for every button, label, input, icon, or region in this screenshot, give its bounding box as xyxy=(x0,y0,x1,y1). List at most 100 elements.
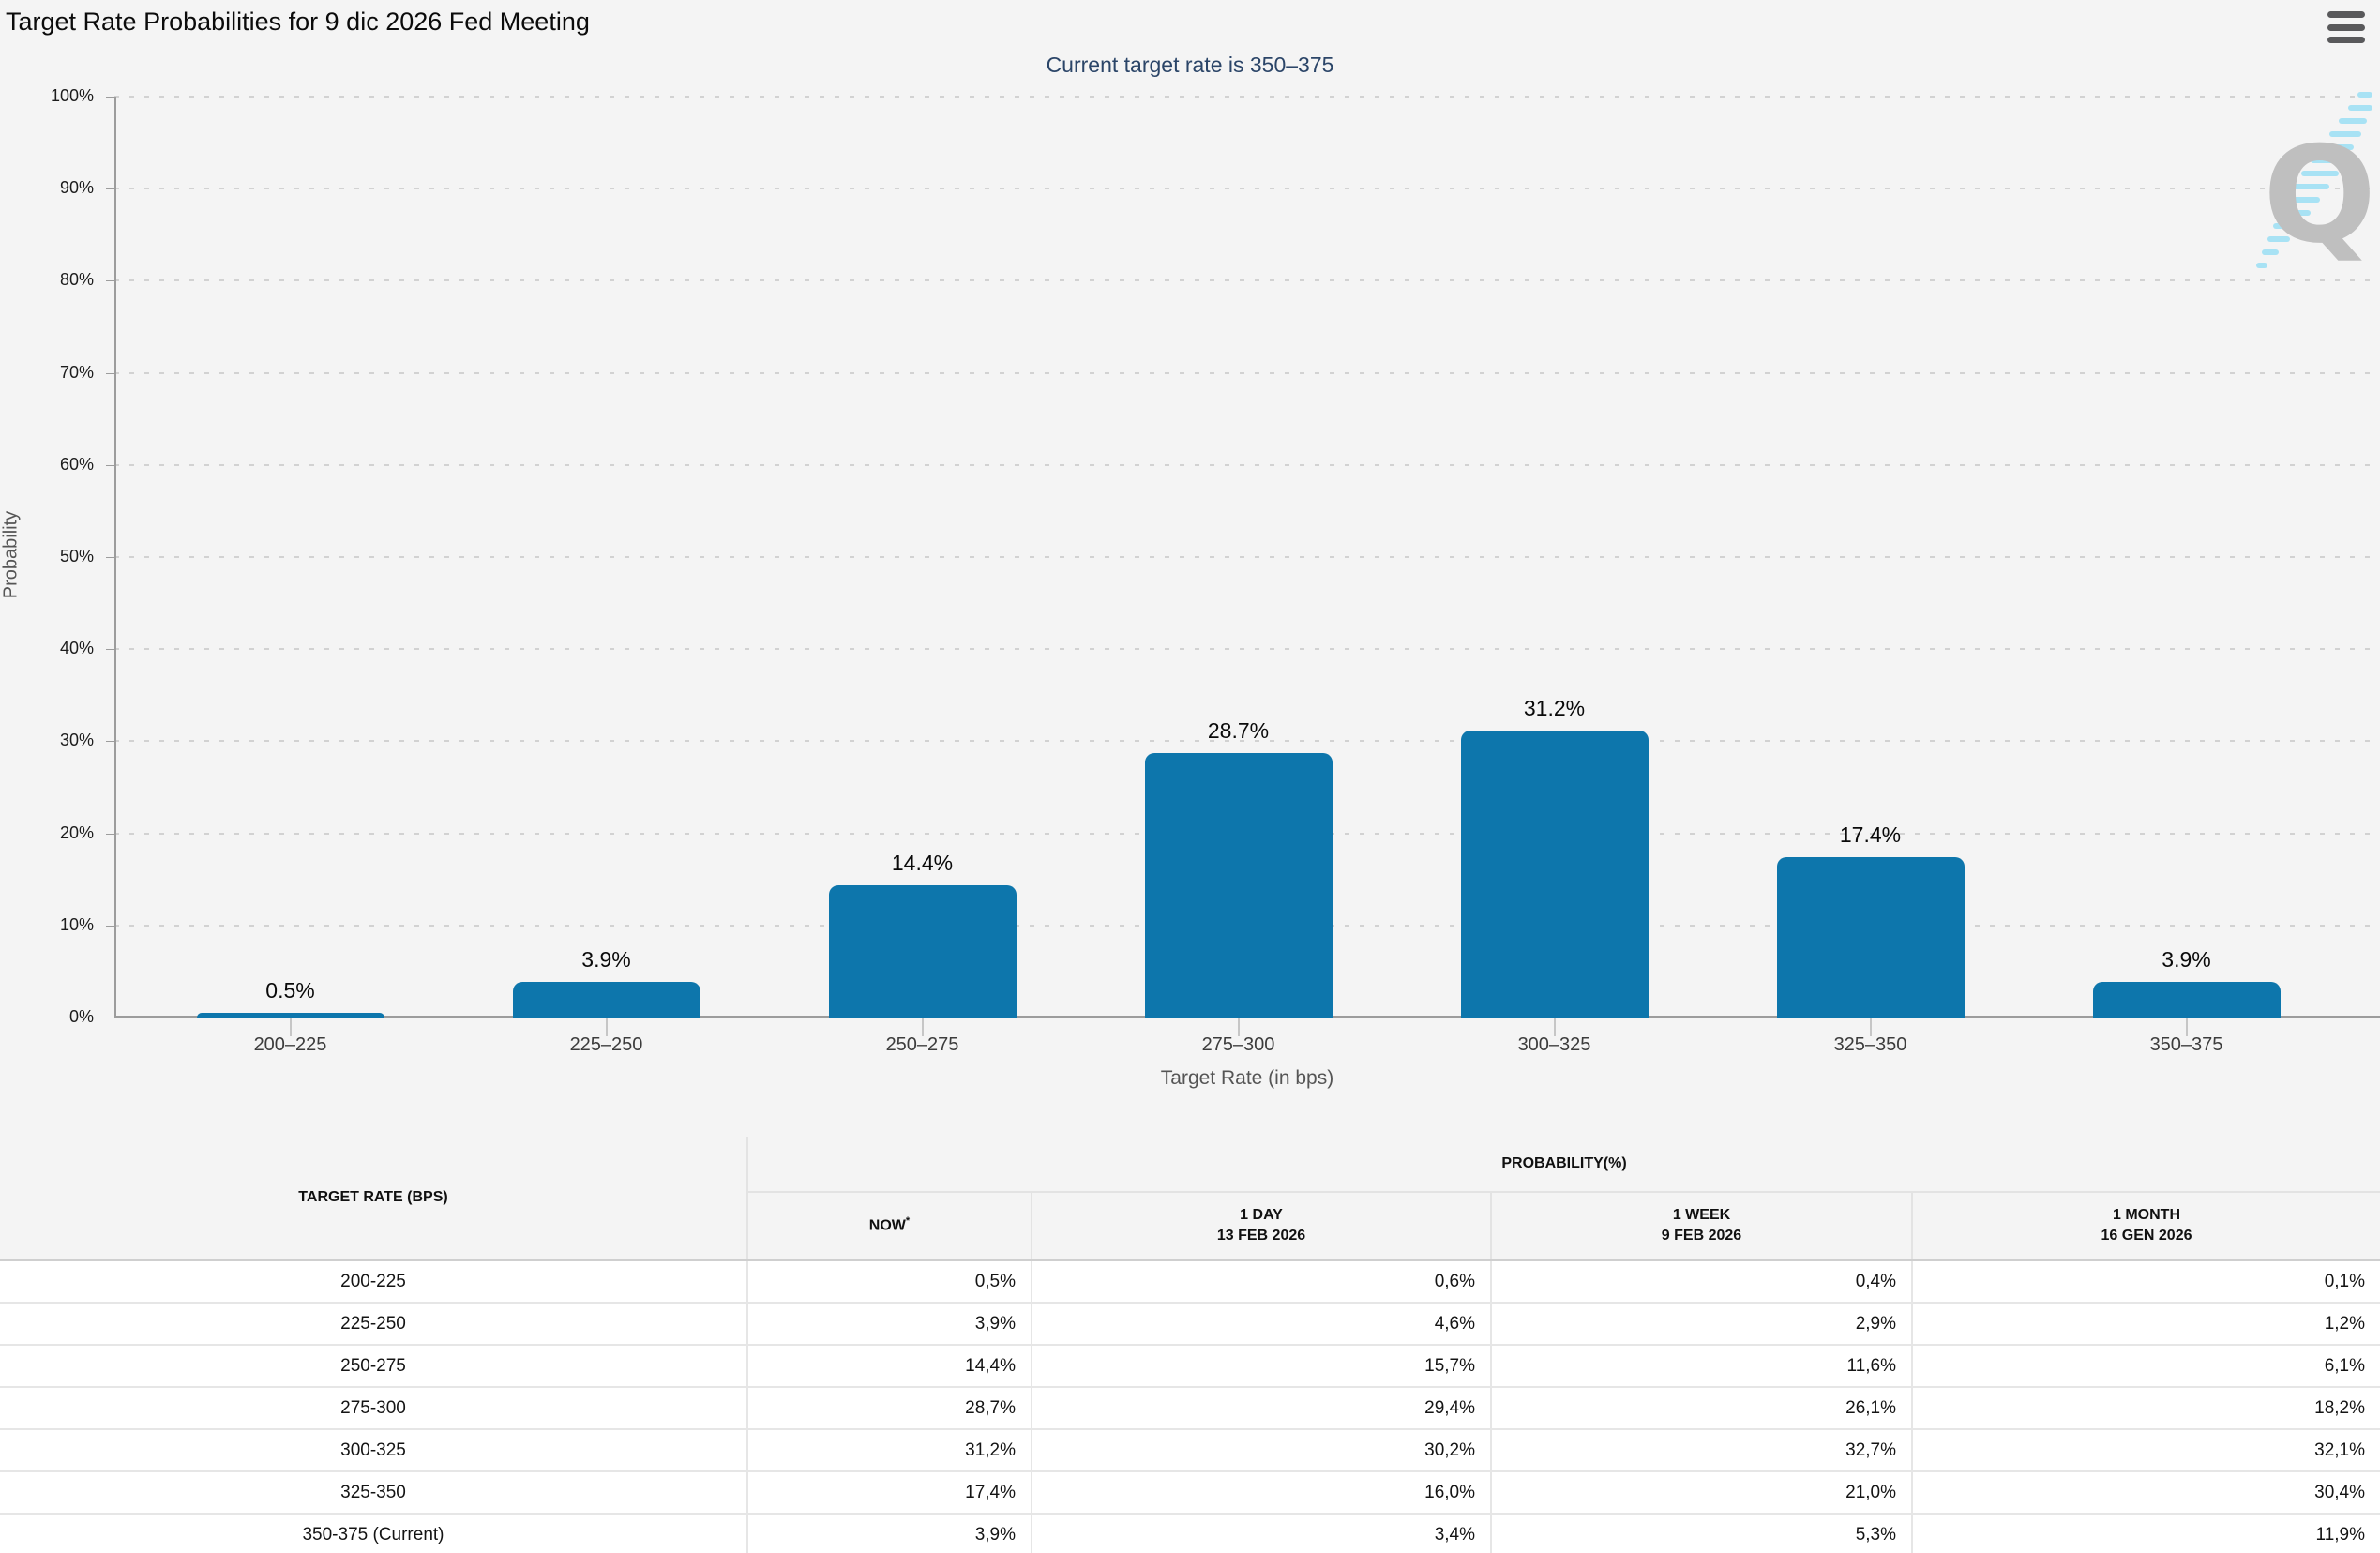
cell-probability: 4,6% xyxy=(1031,1302,1491,1345)
x-tick-mark xyxy=(2185,1018,2188,1036)
x-tick-label: 275–300 xyxy=(1201,1034,1275,1055)
col-header-1-week: 1 WEEK 9 FEB 2026 xyxy=(1490,1192,1912,1260)
bar-value-label: 3.9% xyxy=(581,946,631,972)
menu-button[interactable] xyxy=(2327,11,2365,43)
page-title: Target Rate Probabilities for 9 dic 2026… xyxy=(6,8,590,36)
cell-probability: 11,6% xyxy=(1490,1344,1912,1387)
col-header-now: NOW* xyxy=(747,1192,1032,1260)
y-tick-label: 90% xyxy=(59,178,94,198)
cell-probability-now: 31,2% xyxy=(746,1428,1032,1471)
bar-value-label: 28.7% xyxy=(1207,718,1270,744)
table-row: 350-375 (Current) 3,9% 3,4% 5,3% 11,9% xyxy=(0,1513,2380,1553)
x-tick-label: 350–375 xyxy=(2149,1034,2223,1055)
y-tick-mark xyxy=(106,464,114,466)
table-row: 250-275 14,4% 15,7% 11,6% 6,1% xyxy=(0,1344,2380,1387)
bar-slot: 0.5% xyxy=(132,97,448,1036)
x-tick-label: 325–350 xyxy=(1833,1034,1907,1055)
cell-probability: 21,0% xyxy=(1490,1470,1912,1514)
x-axis-title: Target Rate (in bps) xyxy=(1160,1067,1334,1089)
y-tick-label: 40% xyxy=(59,639,94,658)
watermark-stripes xyxy=(2256,92,2372,268)
x-tick-label: 225–250 xyxy=(569,1034,643,1055)
x-tick-mark xyxy=(605,1018,608,1036)
cell-target-rate: 200-225 xyxy=(0,1259,747,1303)
cell-probability-now: 3,9% xyxy=(746,1302,1032,1345)
watermark-logo: Q xyxy=(2224,90,2380,296)
bar-225–250[interactable] xyxy=(512,981,700,1018)
cell-probability: 5,3% xyxy=(1490,1513,1912,1553)
x-tick-mark xyxy=(1553,1018,1556,1036)
x-tick-label: 200–225 xyxy=(253,1034,327,1055)
gridline-90% xyxy=(114,188,2380,190)
gridline-40% xyxy=(114,648,2380,651)
cell-target-rate: 225-250 xyxy=(0,1302,747,1345)
bar-300–325[interactable] xyxy=(1460,730,1649,1018)
col-header-target-rate: TARGET RATE (BPS) xyxy=(0,1137,748,1260)
y-axis-line xyxy=(114,97,116,1018)
cell-target-rate: 325-350 xyxy=(0,1470,747,1514)
cell-target-rate: 275-300 xyxy=(0,1386,747,1429)
y-tick-mark xyxy=(106,649,114,651)
probability-table: TARGET RATE (BPS) PROBABILITY(%) NOW* 1 D… xyxy=(0,1137,2380,1553)
bar-slot: 3.9% xyxy=(448,97,764,1036)
x-axis-labels: 200–225 225–250 250–275 275–300 300–325 325–3… xyxy=(132,1034,2344,1063)
y-tick-mark xyxy=(106,741,114,743)
table-row: 300-325 31,2% 30,2% 32,7% 32,1% xyxy=(0,1428,2380,1471)
bar-325–350[interactable] xyxy=(1776,857,1965,1018)
y-tick-mark xyxy=(106,188,114,190)
y-tick-mark xyxy=(106,372,114,374)
y-tick-mark xyxy=(106,97,114,98)
col-header-1-month: 1 MONTH 16 GEN 2026 xyxy=(1910,1192,2380,1260)
x-tick-label: 300–325 xyxy=(1517,1034,1591,1055)
y-tick-mark xyxy=(106,280,114,282)
cell-probability: 30,2% xyxy=(1031,1428,1491,1471)
cell-probability: 18,2% xyxy=(1910,1386,2380,1429)
bar-slot: 14.4% xyxy=(764,97,1080,1036)
y-tick-label: 100% xyxy=(50,86,94,105)
table-subheader-row: NOW* 1 DAY 13 FEB 2026 1 WEEK 9 FEB 2026 1 MO… xyxy=(0,1192,2380,1260)
table-row: 225-250 3,9% 4,6% 2,9% 1,2% xyxy=(0,1302,2380,1345)
hamburger-icon xyxy=(2327,23,2365,31)
bar-350–375[interactable] xyxy=(2092,981,2281,1018)
cell-target-rate: 350-375 (Current) xyxy=(0,1513,747,1553)
bar-value-label: 14.4% xyxy=(891,850,954,875)
cell-probability: 26,1% xyxy=(1490,1386,1912,1429)
cell-probability: 0,6% xyxy=(1031,1259,1491,1303)
bar-200–225[interactable] xyxy=(196,1013,384,1018)
table-row: 325-350 17,4% 16,0% 21,0% 30,4% xyxy=(0,1470,2380,1514)
chart-subtitle: Current target rate is 350–375 xyxy=(1046,53,1334,77)
cell-probability: 32,7% xyxy=(1490,1428,1912,1471)
cell-probability: 3,4% xyxy=(1031,1513,1491,1553)
x-tick-mark xyxy=(1237,1018,1240,1036)
cell-probability: 11,9% xyxy=(1910,1513,2380,1553)
cell-probability: 16,0% xyxy=(1031,1470,1491,1514)
hamburger-icon xyxy=(2327,11,2365,18)
gridline-70% xyxy=(114,371,2380,374)
cell-probability-now: 0,5% xyxy=(746,1259,1032,1303)
bar-slot: 28.7% xyxy=(1080,97,1396,1036)
gridline-30% xyxy=(114,740,2380,743)
cell-probability: 1,2% xyxy=(1910,1302,2380,1345)
cell-probability-now: 17,4% xyxy=(746,1470,1032,1514)
cell-probability-now: 14,4% xyxy=(746,1344,1032,1387)
y-tick-label: 70% xyxy=(59,362,94,382)
gridline-80% xyxy=(114,279,2380,282)
bar-250–275[interactable] xyxy=(828,884,1017,1018)
cell-probability: 32,1% xyxy=(1910,1428,2380,1471)
watermark-q-letter: Q xyxy=(2263,118,2376,273)
bar-slot: 17.4% xyxy=(1712,97,2028,1036)
cell-probability: 2,9% xyxy=(1490,1302,1912,1345)
y-tick-mark xyxy=(106,833,114,835)
cell-probability: 29,4% xyxy=(1031,1386,1491,1429)
x-tick-mark xyxy=(921,1018,924,1036)
col-header-1-day: 1 DAY 13 FEB 2026 xyxy=(1031,1192,1491,1260)
x-tick-mark xyxy=(289,1018,292,1036)
plot-area: 0.5% 3.9% 14.4% 28.7% 31.2% 17.4% 3.9% xyxy=(114,96,2380,1036)
bar-275–300[interactable] xyxy=(1144,753,1333,1018)
gridline-60% xyxy=(114,463,2380,466)
bar-value-label: 17.4% xyxy=(1839,822,1902,848)
cell-probability: 0,1% xyxy=(1910,1259,2380,1303)
gridline-50% xyxy=(114,556,2380,558)
y-tick-label: 60% xyxy=(59,454,94,474)
y-tick-label: 20% xyxy=(59,822,94,842)
